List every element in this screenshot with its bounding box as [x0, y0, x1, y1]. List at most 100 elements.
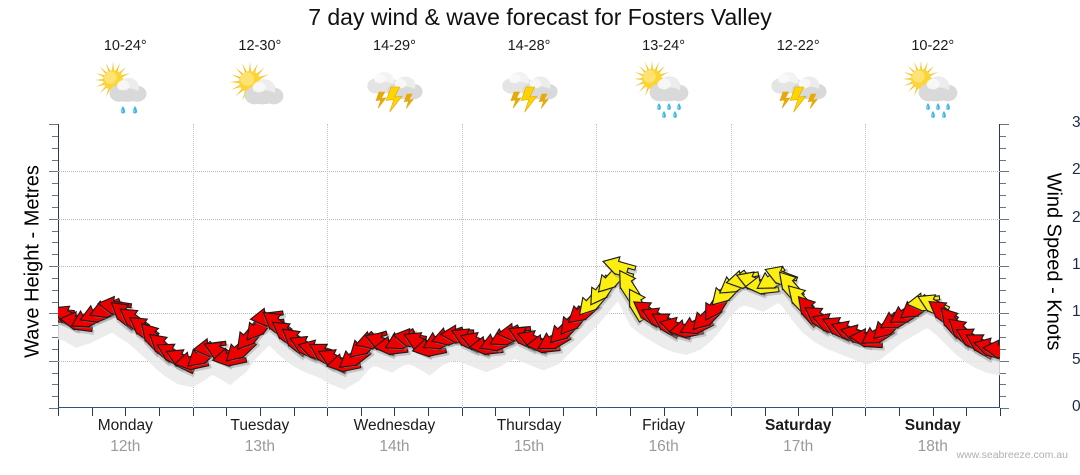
axis-tick-mark [52, 289, 58, 291]
day-label: Wednesday 14th [327, 415, 462, 470]
day-date: 13th [244, 438, 275, 455]
axis-tick-mark [49, 266, 58, 267]
x-axis-tick-mark [58, 408, 59, 416]
sun-cloud-icon [224, 58, 296, 120]
axis-tick-mark [52, 396, 58, 398]
x-axis-tick-mark [91, 408, 93, 416]
axis-tick-mark [52, 348, 58, 350]
x-axis-tick-mark [831, 408, 833, 416]
day-name: Tuesday [230, 417, 290, 434]
day-label: Monday 12th [58, 415, 193, 470]
gridline-vertical [865, 124, 867, 408]
day-header: 14-29° [327, 38, 462, 124]
page-title: 7 day wind & wave forecast for Fosters V… [308, 4, 772, 30]
day-date: 12th [110, 438, 141, 455]
gridline-vertical [730, 124, 732, 408]
x-axis-tick-mark [259, 408, 261, 416]
day-name: Saturday [765, 417, 832, 434]
wind-barb [982, 339, 1000, 363]
gridline-vertical [596, 124, 598, 408]
axis-tick-mark [52, 183, 58, 185]
axis-tick-mark [49, 171, 58, 173]
axis-tick-mark [52, 325, 58, 327]
right-axis-tick-label: 20 [1072, 208, 1080, 226]
axis-tick-mark [1000, 313, 1009, 315]
day-header: 10-24° [58, 38, 193, 124]
axis-tick-mark [1000, 124, 1009, 125]
axis-tick-mark [1000, 230, 1006, 232]
gridline-horizontal [58, 266, 1000, 267]
right-axis-tick-label: 15 [1072, 256, 1080, 273]
axis-tick-mark [52, 384, 58, 386]
temperature-range: 12-30° [238, 38, 282, 54]
gridline-vertical [192, 124, 194, 408]
axis-tick-mark [52, 206, 58, 208]
right-axis-tick-label: 5 [1072, 350, 1080, 368]
thunderstorm-icon [358, 58, 430, 120]
axis-tick-mark [52, 230, 58, 232]
right-axis-tick-label: 0 [1072, 398, 1080, 415]
day-name: Sunday [904, 417, 961, 434]
series-shadow [58, 262, 1000, 390]
x-axis-tick-mark [158, 408, 160, 416]
day-date: 18th [917, 438, 948, 455]
x-axis-tick-mark [293, 408, 295, 416]
axis-tick-mark [52, 337, 58, 338]
x-axis-tick-mark [899, 408, 901, 416]
x-axis-tick-mark [932, 408, 934, 416]
axis-tick-mark [1000, 171, 1009, 173]
x-axis-tick-mark [226, 408, 228, 416]
wind-barb-series [58, 256, 1000, 390]
watermark: www.seabreeze.com.au [956, 449, 1068, 461]
x-axis-tick-mark [1000, 408, 1001, 416]
x-axis-tick-mark [730, 408, 732, 416]
day-name: Wednesday [353, 417, 436, 434]
x-axis-tick-mark [596, 408, 598, 416]
day-label: Thursday 15th [462, 415, 597, 470]
x-axis-line [58, 407, 1000, 408]
axis-tick-mark [52, 135, 58, 137]
temperature-range: 12-22° [776, 38, 820, 54]
right-axis-title: Wind Speed - Knots [1042, 172, 1065, 351]
axis-tick-mark [52, 372, 58, 374]
thunderstorm-icon [762, 58, 834, 120]
sun-cloud-light-rain-icon [89, 58, 161, 120]
day-header-strip: 10-24° 12-30° 14-29° 14-28° [58, 38, 1000, 124]
gridline-horizontal [58, 218, 1000, 220]
x-axis-tick-mark [125, 408, 127, 416]
axis-tick-mark [52, 254, 58, 256]
right-axis-tick-label: 30 [1072, 114, 1080, 131]
day-label: Tuesday 13th [193, 415, 328, 470]
axis-tick-mark [1000, 195, 1006, 196]
axis-tick-mark [52, 242, 58, 244]
axis-tick-mark [1000, 135, 1006, 137]
axis-tick-mark [49, 124, 58, 125]
day-name: Thursday [496, 417, 562, 434]
axis-tick-mark [1000, 218, 1009, 220]
wind-barb-arrow [982, 339, 1000, 360]
left-axis-title: Wave Height - Metres [21, 165, 44, 358]
wind-barb-arrow [601, 256, 637, 280]
x-axis-tick-mark [663, 408, 665, 416]
x-axis-tick-mark [461, 408, 463, 416]
x-axis-tick-mark [192, 408, 194, 416]
temperature-range: 14-28° [507, 38, 551, 54]
axis-tick-mark [1000, 372, 1006, 374]
axis-tick-mark [1000, 408, 1009, 409]
axis-tick-mark [52, 159, 58, 161]
axis-tick-mark [1000, 254, 1006, 256]
axis-tick-mark [1000, 289, 1006, 291]
day-header: 14-28° [462, 38, 597, 124]
temperature-range: 10-22° [911, 38, 955, 54]
x-axis-tick-mark [394, 408, 396, 416]
axis-tick-mark [1000, 242, 1006, 244]
axis-tick-mark [49, 408, 58, 409]
day-header: 10-22° [865, 38, 1000, 124]
axis-tick-mark [49, 360, 58, 362]
day-header: 13-24° [596, 38, 731, 124]
day-header: 12-30° [193, 38, 328, 124]
day-label: Saturday 17th [731, 415, 866, 470]
x-axis-tick-mark [562, 408, 564, 416]
day-date: 17th [783, 438, 814, 455]
axis-tick-mark [52, 277, 58, 279]
